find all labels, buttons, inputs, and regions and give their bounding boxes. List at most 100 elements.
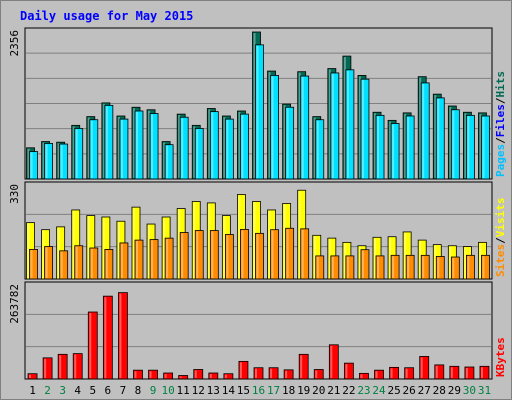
bar-highlight [419, 241, 422, 278]
bar-highlight [404, 113, 407, 178]
bar-sites-31 [481, 254, 490, 280]
bar-kbytes-31 [479, 365, 490, 380]
bar-highlight [45, 247, 48, 278]
bar-files-16 [255, 44, 264, 180]
day-label-7: 7 [120, 384, 127, 397]
bar-highlight [57, 227, 60, 278]
bar-highlight [87, 216, 90, 278]
day-label-10: 10 [161, 384, 174, 397]
bar-highlight [328, 69, 331, 178]
bar-highlight [404, 232, 407, 278]
bar-files-19 [300, 75, 310, 180]
bar-kbytes-19 [298, 353, 309, 380]
day-label-18: 18 [282, 384, 295, 397]
bar-highlight [29, 374, 32, 378]
bar-highlight [211, 231, 214, 278]
bar-files-1 [29, 151, 38, 180]
bar-highlight [435, 365, 438, 378]
bar-highlight [315, 370, 318, 378]
bar-highlight [270, 368, 273, 378]
bar-kbytes-16 [253, 367, 264, 380]
bar-sites-12 [194, 230, 204, 280]
bar-sites-26 [405, 254, 415, 280]
bar-highlight [375, 371, 378, 378]
bar-highlight [482, 256, 485, 278]
day-label-25: 25 [387, 384, 400, 397]
bar-sites-8 [134, 239, 144, 280]
bar-sites-11 [179, 232, 189, 280]
bar-sites-27 [420, 254, 430, 280]
bar-highlight [120, 120, 123, 178]
bar-highlight [44, 358, 47, 378]
bar-files-31 [481, 115, 490, 180]
bar-highlight [89, 313, 92, 378]
bar-kbytes-29 [449, 365, 460, 380]
bar-highlight [313, 236, 316, 278]
bar-sites-22 [345, 255, 355, 280]
day-label-22: 22 [342, 384, 355, 397]
bar-sites-16 [255, 232, 264, 280]
bar-highlight [420, 357, 423, 378]
bar-highlight [452, 110, 455, 178]
bar-files-5 [89, 119, 99, 180]
bar-files-11 [179, 116, 189, 180]
bar-highlight [179, 376, 182, 378]
legend-separator: / [494, 137, 507, 144]
bar-highlight [132, 208, 135, 278]
bar-highlight [148, 110, 151, 178]
bar-highlight [241, 115, 244, 178]
day-label-31: 31 [478, 384, 491, 397]
bar-highlight [181, 233, 184, 278]
bar-highlight [166, 239, 169, 278]
bar-kbytes-26 [404, 367, 415, 380]
bar-highlight [253, 202, 256, 278]
bar-highlight [226, 235, 229, 278]
bar-highlight [117, 222, 120, 278]
bar-kbytes-30 [464, 366, 475, 380]
bar-sites-25 [390, 254, 400, 280]
bar-sites-17 [270, 229, 279, 280]
bar-kbytes-24 [374, 369, 384, 380]
day-label-21: 21 [327, 384, 340, 397]
panel-visits-sites: 330 Sites/Visits [8, 181, 507, 280]
bar-highlight [316, 120, 319, 178]
bar-highlight [75, 246, 78, 278]
day-label-20: 20 [312, 384, 325, 397]
bar-highlight [208, 203, 211, 278]
bar-sites-4 [74, 245, 84, 280]
chart-title: Daily usage for May 2015 [20, 9, 193, 23]
bar-kbytes-28 [434, 364, 445, 380]
day-label-15: 15 [237, 384, 250, 397]
bar-highlight [42, 230, 45, 278]
bar-highlight [151, 114, 154, 178]
bar-highlight [102, 218, 105, 278]
bar-highlight [377, 116, 380, 178]
bar-files-24 [375, 114, 385, 180]
ymax-label: 2356 [8, 30, 21, 57]
bar-kbytes-18 [283, 369, 294, 380]
bar-highlight [239, 362, 242, 378]
day-label-17: 17 [267, 384, 280, 397]
bar-highlight [437, 257, 440, 278]
bar-highlight [360, 374, 363, 378]
bar-highlight [151, 240, 154, 278]
bar-kbytes-12 [193, 369, 204, 380]
bar-highlight [149, 371, 152, 378]
bar-highlight [331, 256, 334, 278]
bar-sites-19 [300, 228, 310, 280]
bar-highlight [407, 116, 410, 178]
bar-highlight [90, 249, 93, 278]
bar-highlight [224, 374, 227, 378]
bar-highlight [450, 367, 453, 378]
bar-highlight [358, 76, 361, 178]
bar-highlight [90, 120, 93, 178]
bar-sites-18 [285, 227, 295, 280]
bar-sites-9 [149, 239, 159, 280]
panel-legend: KBytes [494, 337, 507, 377]
bar-kbytes-10 [163, 372, 174, 380]
bar-files-12 [194, 128, 204, 180]
bar-highlight [389, 121, 392, 178]
bar-highlight [211, 112, 214, 178]
day-label-27: 27 [418, 384, 431, 397]
